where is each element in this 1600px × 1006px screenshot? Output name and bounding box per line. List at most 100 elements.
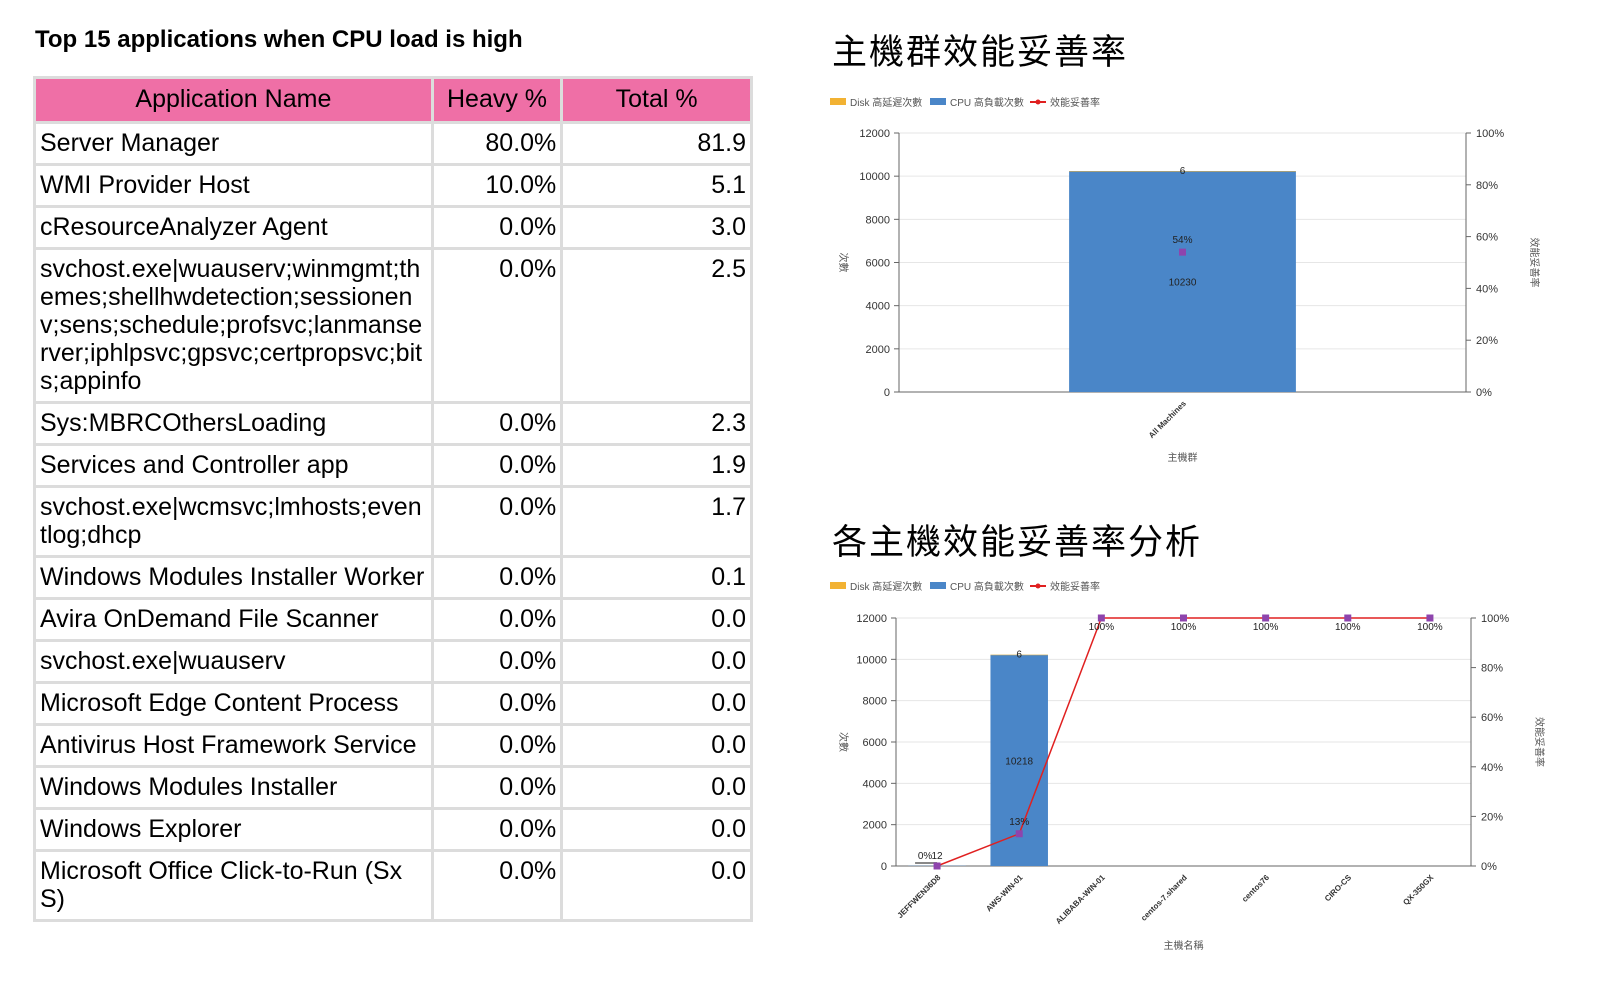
total-percent-cell: 2.3 xyxy=(560,401,753,446)
y-tick-label: 2000 xyxy=(866,344,890,356)
total-percent-cell: 0.0 xyxy=(560,681,753,726)
x-tick-label: JEFFWEN36D8 xyxy=(896,873,943,920)
y-tick-label: 4000 xyxy=(863,778,887,790)
app-name-cell: Windows Modules Installer Worker xyxy=(33,555,434,600)
total-percent-cell: 1.9 xyxy=(560,443,753,488)
heavy-percent-cell: 0.0% xyxy=(430,205,564,250)
table-row: Sys:MBRCOthersLoading 0.0% 2.3 xyxy=(33,401,753,446)
heavy-percent-cell: 10.0% xyxy=(430,163,564,208)
heavy-percent-cell: 80.0% xyxy=(430,121,564,166)
y-tick-label: 8000 xyxy=(863,696,887,708)
legend-label: Disk 高延遲次數 xyxy=(850,580,922,593)
heavy-percent-cell: 0.0% xyxy=(430,849,564,922)
app-name-cell: WMI Provider Host xyxy=(33,163,434,208)
y-axis-title: 次數 xyxy=(837,253,850,273)
availability-label: 54% xyxy=(1172,235,1192,246)
heavy-percent-cell: 0.0% xyxy=(430,765,564,810)
app-name-cell: Services and Controller app xyxy=(33,443,434,488)
availability-point xyxy=(933,862,941,870)
y-right-axis-title: 效能妥善率 xyxy=(1533,717,1546,767)
total-percent-cell: 1.7 xyxy=(560,485,753,558)
legend-swatch xyxy=(930,582,946,589)
availability-label: 13% xyxy=(1009,817,1029,828)
heavy-percent-cell: 0.0% xyxy=(430,807,564,852)
table-row: svchost.exe|wuauserv;winmgmt;themes;shel… xyxy=(33,247,753,404)
y-tick-label: 6000 xyxy=(863,737,887,749)
x-tick-label: CIRO-CS xyxy=(1323,873,1354,904)
app-name-cell: cResourceAnalyzer Agent xyxy=(33,205,434,250)
y-right-tick-label: 100% xyxy=(1481,613,1509,625)
availability-point xyxy=(1179,248,1186,256)
table-row: Windows Explorer 0.0% 0.0 xyxy=(33,807,753,852)
y-tick-label: 6000 xyxy=(866,258,890,270)
disk-bar xyxy=(1069,171,1296,172)
disk-bar-label: 6 xyxy=(1180,166,1186,177)
availability-label: 100% xyxy=(1171,622,1197,633)
legend-marker xyxy=(1035,99,1041,105)
y-tick-label: 8000 xyxy=(866,214,890,226)
y-right-tick-label: 40% xyxy=(1481,762,1503,774)
heavy-percent-cell: 0.0% xyxy=(430,639,564,684)
total-percent-cell: 5.1 xyxy=(560,163,753,208)
y-right-tick-label: 20% xyxy=(1481,811,1503,823)
y-right-tick-label: 0% xyxy=(1481,861,1497,873)
legend-label: 效能妥善率 xyxy=(1050,96,1100,109)
legend-label: CPU 高負載次數 xyxy=(950,580,1024,593)
heavy-percent-cell: 0.0% xyxy=(430,485,564,558)
availability-point xyxy=(1344,614,1352,622)
x-tick-label: ALIBABA-WIN-01 xyxy=(1054,873,1107,926)
table-row: Avira OnDemand File Scanner 0.0% 0.0 xyxy=(33,597,753,642)
table-row: svchost.exe|wuauserv 0.0% 0.0 xyxy=(33,639,753,684)
column-header-application-name: Application Name xyxy=(33,76,434,124)
disk-bar xyxy=(990,654,1048,656)
table-row: Windows Modules Installer Worker 0.0% 0.1 xyxy=(33,555,753,600)
availability-label: 100% xyxy=(1417,622,1443,633)
x-tick-label: AWS-WIN-01 xyxy=(984,873,1025,914)
app-name-cell: Windows Modules Installer xyxy=(33,765,434,810)
y-tick-label: 4000 xyxy=(866,301,890,313)
table-row: Antivirus Host Framework Service 0.0% 0.0 xyxy=(33,723,753,768)
app-name-cell: Antivirus Host Framework Service xyxy=(33,723,434,768)
y-tick-label: 12000 xyxy=(856,613,887,625)
total-percent-cell: 0.0 xyxy=(560,807,753,852)
cpu-bar xyxy=(1069,171,1296,392)
chart-title-host-availability: 各主機效能妥善率分析 xyxy=(832,523,1203,563)
y-right-tick-label: 100% xyxy=(1476,128,1504,140)
table-row: cResourceAnalyzer Agent 0.0% 3.0 xyxy=(33,205,753,250)
total-percent-cell: 0.0 xyxy=(560,597,753,642)
heavy-percent-cell: 0.0% xyxy=(430,597,564,642)
heavy-percent-cell: 0.0% xyxy=(430,681,564,726)
y-right-tick-label: 0% xyxy=(1476,387,1492,399)
x-tick-label: centos76 xyxy=(1240,873,1271,904)
app-name-cell: svchost.exe|wcmsvc;lmhosts;eventlog;dhcp xyxy=(33,485,434,558)
column-header-total: Total % xyxy=(560,76,753,124)
x-axis-title: 主機名稱 xyxy=(1164,939,1204,952)
availability-label: 100% xyxy=(1089,622,1115,633)
app-name-cell: Microsoft Edge Content Process xyxy=(33,681,434,726)
table-row: Microsoft Office Click-to-Run (SxS) 0.0% 0… xyxy=(33,849,753,922)
total-percent-cell: 0.0 xyxy=(560,765,753,810)
table-row: Services and Controller app 0.0% 1.9 xyxy=(33,443,753,488)
app-name-cell: Windows Explorer xyxy=(33,807,434,852)
host-availability-chart: Disk 高延遲次數 CPU 高負載次數 效能妥善率0200040006000800… xyxy=(830,580,1546,952)
total-percent-cell: 0.1 xyxy=(560,555,753,600)
app-name-cell: Sys:MBRCOthersLoading xyxy=(33,401,434,446)
legend-marker xyxy=(1035,583,1041,589)
total-percent-cell: 0.0 xyxy=(560,723,753,768)
heavy-percent-cell: 0.0% xyxy=(430,723,564,768)
cpu-bar-label: 12 xyxy=(932,851,944,862)
y-right-tick-label: 80% xyxy=(1481,663,1503,675)
availability-label: 100% xyxy=(1253,622,1279,633)
legend-label: CPU 高負載次數 xyxy=(950,96,1024,109)
legend-swatch xyxy=(830,582,846,589)
app-name-cell: svchost.exe|wuauserv xyxy=(33,639,434,684)
total-percent-cell: 0.0 xyxy=(560,639,753,684)
y-right-tick-label: 80% xyxy=(1476,180,1498,192)
app-name-cell: Avira OnDemand File Scanner xyxy=(33,597,434,642)
table-row: Windows Modules Installer 0.0% 0.0 xyxy=(33,765,753,810)
y-tick-label: 10000 xyxy=(856,654,887,666)
availability-point xyxy=(1262,614,1270,622)
legend-label: 效能妥善率 xyxy=(1050,580,1100,593)
y-right-axis-title: 效能妥善率 xyxy=(1528,238,1541,288)
column-header-heavy: Heavy % xyxy=(430,76,564,124)
